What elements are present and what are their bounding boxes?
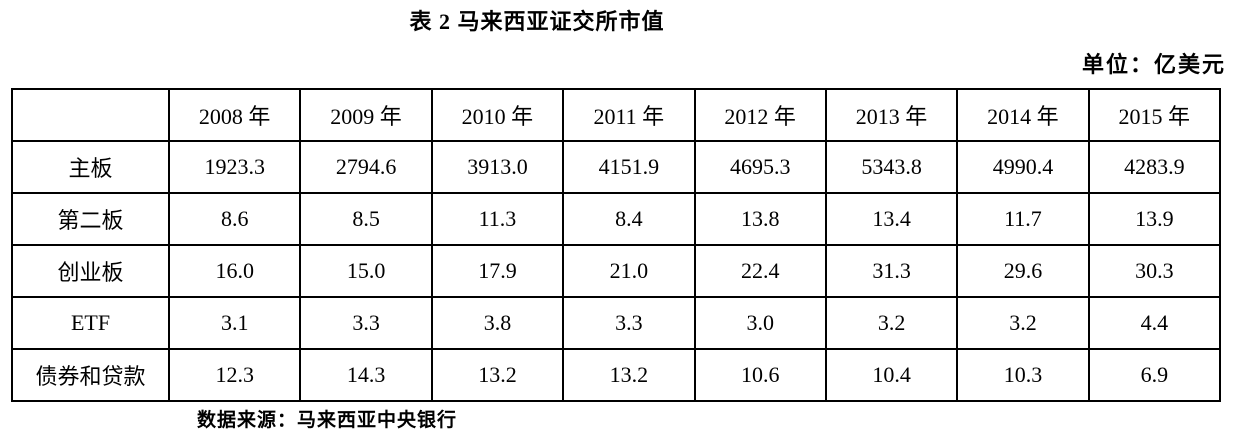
table-cell: 5343.8 — [824, 140, 959, 194]
table-cell: 2794.6 — [299, 140, 433, 194]
table-cell: 14.3 — [299, 348, 433, 402]
table-cell: 31.3 — [824, 244, 959, 298]
table-cell: 6.9 — [1087, 348, 1222, 402]
table-row-growth-board: 创业板 16.0 15.0 17.9 21.0 22.4 31.3 29.6 3… — [11, 244, 1222, 298]
table-cell: 3.3 — [299, 296, 433, 350]
table-row-main-board: 主板 1923.3 2794.6 3913.0 4151.9 4695.3 53… — [11, 140, 1222, 194]
table-title: 表 2 马来西亚证交所市值 — [409, 9, 665, 34]
table-cell: 13.9 — [1087, 192, 1222, 246]
table-cell: 3.0 — [693, 296, 827, 350]
table-cell: 4.4 — [1087, 296, 1222, 350]
table-cell: 13.8 — [693, 192, 827, 246]
column-header-2014: 2014 年 — [956, 88, 1090, 142]
source-note: 数据来源：马来西亚中央银行 — [197, 410, 458, 431]
table-cell: 8.6 — [167, 192, 302, 246]
table-cell: 11.7 — [956, 192, 1090, 246]
table-cell: 3.8 — [430, 296, 565, 350]
table-cell: 8.5 — [299, 192, 433, 246]
table-header-row: 2008 年 2009 年 2010 年 2011 年 2012 年 2013 … — [11, 88, 1222, 142]
table-row-second-board: 第二板 8.6 8.5 11.3 8.4 13.8 13.4 11.7 13.9 — [11, 192, 1222, 246]
table-cell: 16.0 — [167, 244, 302, 298]
column-header-2013: 2013 年 — [824, 88, 959, 142]
row-label: 第二板 — [11, 192, 170, 246]
table-cell: 3.3 — [562, 296, 696, 350]
market-value-table: 2008 年 2009 年 2010 年 2011 年 2012 年 2013 … — [11, 88, 1222, 402]
column-header-blank — [11, 88, 170, 142]
table-cell: 3.2 — [956, 296, 1090, 350]
table-cell: 13.4 — [824, 192, 959, 246]
table-cell: 12.3 — [167, 348, 302, 402]
row-label: 主板 — [11, 140, 170, 194]
unit-label: 单位：亿美元 — [1081, 52, 1226, 77]
column-header-2011: 2011 年 — [562, 88, 696, 142]
table-cell: 3913.0 — [430, 140, 565, 194]
table-cell: 13.2 — [430, 348, 565, 402]
table-cell: 10.6 — [693, 348, 827, 402]
table-cell: 4990.4 — [956, 140, 1090, 194]
table-cell: 4695.3 — [693, 140, 827, 194]
table-cell: 10.3 — [956, 348, 1090, 402]
table-cell: 4151.9 — [562, 140, 696, 194]
table-cell: 11.3 — [430, 192, 565, 246]
table-cell: 10.4 — [824, 348, 959, 402]
column-header-2012: 2012 年 — [693, 88, 827, 142]
column-header-2009: 2009 年 — [299, 88, 433, 142]
table-cell: 15.0 — [299, 244, 433, 298]
row-label: 债券和贷款 — [11, 348, 170, 402]
table-cell: 13.2 — [562, 348, 696, 402]
table-cell: 1923.3 — [167, 140, 302, 194]
column-header-2015: 2015 年 — [1087, 88, 1222, 142]
table-row-etf: ETF 3.1 3.3 3.8 3.3 3.0 3.2 3.2 4.4 — [11, 296, 1222, 350]
table-cell: 22.4 — [693, 244, 827, 298]
table-cell: 30.3 — [1087, 244, 1222, 298]
column-header-2008: 2008 年 — [167, 88, 302, 142]
table-cell: 3.1 — [167, 296, 302, 350]
table-cell: 29.6 — [956, 244, 1090, 298]
table-cell: 8.4 — [562, 192, 696, 246]
table-row-bonds-loans: 债券和贷款 12.3 14.3 13.2 13.2 10.6 10.4 10.3… — [11, 348, 1222, 402]
table-cell: 4283.9 — [1087, 140, 1222, 194]
table-cell: 3.2 — [824, 296, 959, 350]
row-label: ETF — [11, 296, 170, 350]
row-label: 创业板 — [11, 244, 170, 298]
table-cell: 21.0 — [562, 244, 696, 298]
table-cell: 17.9 — [430, 244, 565, 298]
column-header-2010: 2010 年 — [430, 88, 565, 142]
